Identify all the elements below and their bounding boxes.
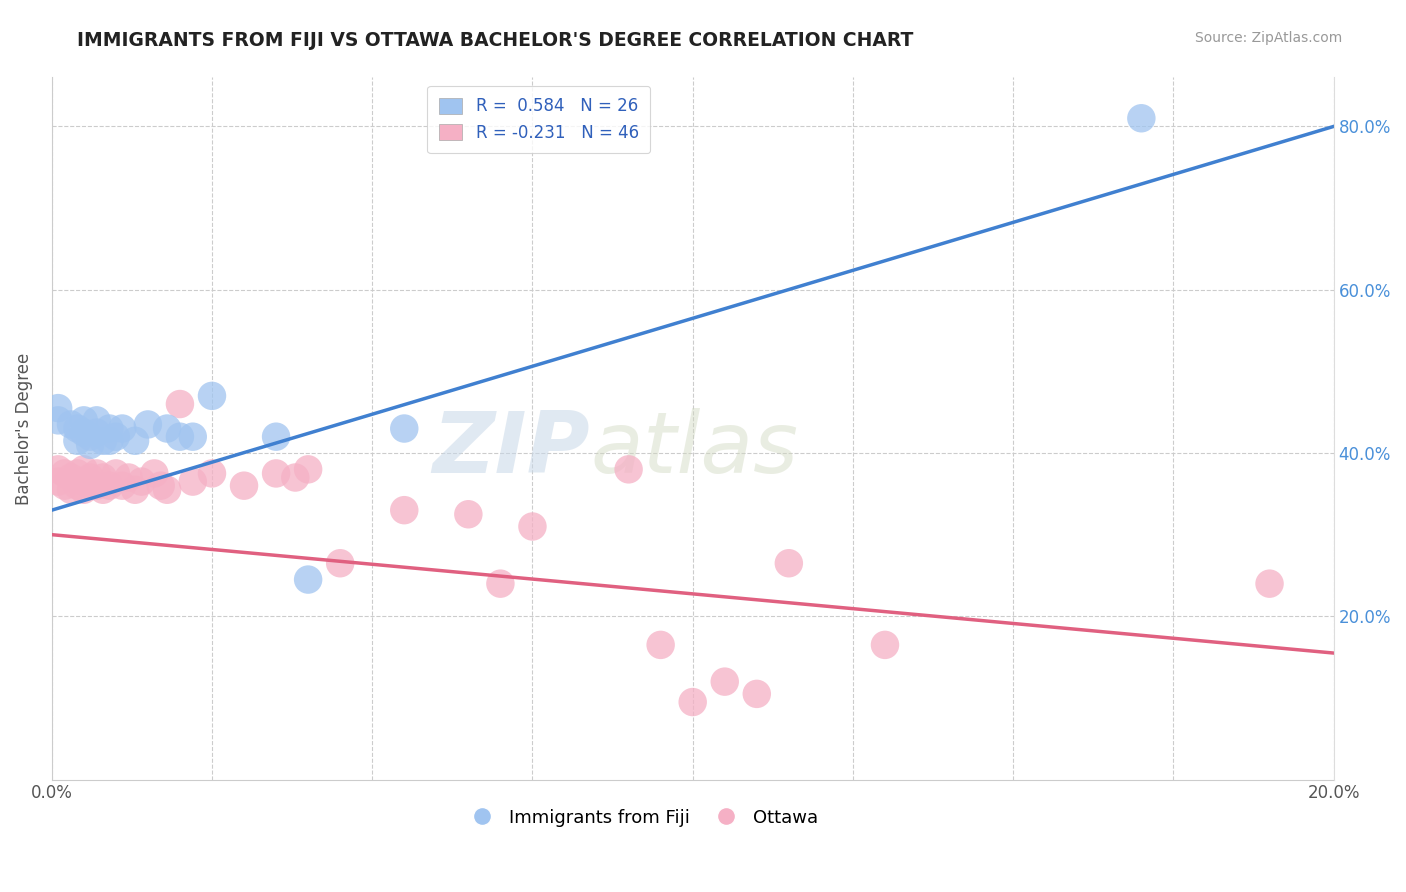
- Point: [59, 417, 82, 432]
- Point: [124, 483, 146, 497]
- Point: [522, 519, 544, 533]
- Point: [329, 556, 352, 570]
- Point: [59, 470, 82, 484]
- Point: [79, 438, 101, 452]
- Point: [143, 467, 166, 481]
- Point: [264, 430, 287, 444]
- Point: [66, 467, 89, 481]
- Point: [86, 413, 108, 427]
- Point: [297, 573, 319, 587]
- Legend: Immigrants from Fiji, Ottawa: Immigrants from Fiji, Ottawa: [457, 801, 825, 834]
- Text: IMMIGRANTS FROM FIJI VS OTTAWA BACHELOR'S DEGREE CORRELATION CHART: IMMIGRANTS FROM FIJI VS OTTAWA BACHELOR'…: [77, 31, 914, 50]
- Point: [66, 434, 89, 448]
- Point: [98, 434, 121, 448]
- Point: [136, 417, 159, 432]
- Point: [169, 430, 191, 444]
- Point: [149, 478, 172, 492]
- Point: [111, 421, 134, 435]
- Point: [617, 462, 640, 476]
- Point: [873, 638, 896, 652]
- Point: [264, 467, 287, 481]
- Point: [233, 478, 256, 492]
- Point: [73, 483, 96, 497]
- Point: [46, 401, 69, 416]
- Point: [66, 478, 89, 492]
- Point: [104, 467, 127, 481]
- Point: [59, 483, 82, 497]
- Text: Source: ZipAtlas.com: Source: ZipAtlas.com: [1195, 31, 1343, 45]
- Point: [1130, 112, 1153, 126]
- Point: [86, 478, 108, 492]
- Point: [650, 638, 672, 652]
- Point: [98, 421, 121, 435]
- Point: [91, 434, 114, 448]
- Point: [201, 389, 224, 403]
- Point: [457, 508, 479, 522]
- Point: [118, 470, 141, 484]
- Point: [79, 470, 101, 484]
- Point: [86, 467, 108, 481]
- Point: [489, 576, 512, 591]
- Text: atlas: atlas: [591, 409, 799, 491]
- Point: [284, 470, 307, 484]
- Point: [79, 430, 101, 444]
- Point: [745, 687, 768, 701]
- Point: [104, 430, 127, 444]
- Point: [98, 478, 121, 492]
- Point: [156, 421, 179, 435]
- Point: [156, 483, 179, 497]
- Point: [169, 397, 191, 411]
- Point: [73, 462, 96, 476]
- Point: [778, 556, 800, 570]
- Point: [131, 475, 153, 489]
- Y-axis label: Bachelor's Degree: Bachelor's Degree: [15, 352, 32, 505]
- Point: [394, 503, 416, 517]
- Text: ZIP: ZIP: [433, 409, 591, 491]
- Point: [46, 462, 69, 476]
- Point: [46, 475, 69, 489]
- Point: [181, 475, 204, 489]
- Point: [1258, 576, 1281, 591]
- Point: [297, 462, 319, 476]
- Point: [394, 421, 416, 435]
- Point: [111, 478, 134, 492]
- Point: [86, 425, 108, 440]
- Point: [713, 674, 735, 689]
- Point: [201, 467, 224, 481]
- Point: [91, 470, 114, 484]
- Point: [79, 478, 101, 492]
- Point: [46, 413, 69, 427]
- Point: [53, 478, 76, 492]
- Point: [91, 483, 114, 497]
- Point: [73, 413, 96, 427]
- Point: [66, 421, 89, 435]
- Point: [73, 425, 96, 440]
- Point: [53, 467, 76, 481]
- Point: [124, 434, 146, 448]
- Point: [181, 430, 204, 444]
- Point: [73, 475, 96, 489]
- Point: [682, 695, 704, 709]
